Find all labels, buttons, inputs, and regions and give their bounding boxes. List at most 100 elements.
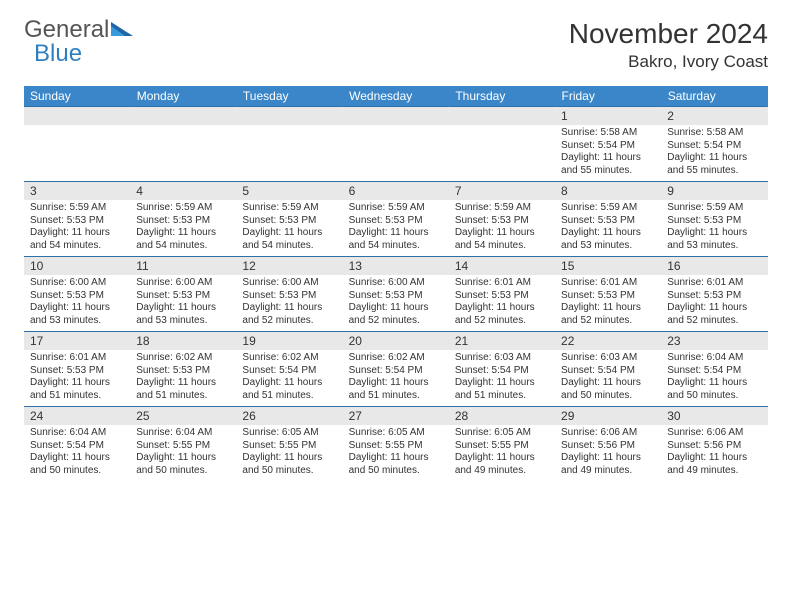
day-number — [449, 107, 555, 125]
sunset-text: Sunset: 5:54 PM — [455, 365, 549, 378]
location-text: Bakro, Ivory Coast — [569, 52, 768, 72]
day-body: Sunrise: 5:59 AMSunset: 5:53 PMDaylight:… — [24, 200, 130, 256]
calendar-cell: 4Sunrise: 5:59 AMSunset: 5:53 PMDaylight… — [130, 182, 236, 257]
sunset-text: Sunset: 5:53 PM — [561, 290, 655, 303]
day-body — [236, 125, 342, 179]
day-body: Sunrise: 6:05 AMSunset: 5:55 PMDaylight:… — [236, 425, 342, 481]
daylight-text: Daylight: 11 hours and 50 minutes. — [561, 377, 655, 402]
calendar-cell: 10Sunrise: 6:00 AMSunset: 5:53 PMDayligh… — [24, 257, 130, 332]
sunset-text: Sunset: 5:54 PM — [561, 140, 655, 153]
day-body: Sunrise: 6:04 AMSunset: 5:54 PMDaylight:… — [24, 425, 130, 481]
day-number: 4 — [130, 182, 236, 200]
day-number: 30 — [661, 407, 767, 425]
daylight-text: Daylight: 11 hours and 55 minutes. — [561, 152, 655, 177]
sunrise-text: Sunrise: 6:04 AM — [30, 427, 124, 440]
day-body: Sunrise: 5:59 AMSunset: 5:53 PMDaylight:… — [236, 200, 342, 256]
calendar-cell: 30Sunrise: 6:06 AMSunset: 5:56 PMDayligh… — [661, 407, 767, 482]
sunrise-text: Sunrise: 6:00 AM — [136, 277, 230, 290]
day-number: 19 — [236, 332, 342, 350]
day-body — [24, 125, 130, 179]
calendar-cell: 23Sunrise: 6:04 AMSunset: 5:54 PMDayligh… — [661, 332, 767, 407]
calendar-table: Sunday Monday Tuesday Wednesday Thursday… — [24, 86, 768, 481]
day-body: Sunrise: 6:01 AMSunset: 5:53 PMDaylight:… — [449, 275, 555, 331]
sunrise-text: Sunrise: 6:05 AM — [455, 427, 549, 440]
sunset-text: Sunset: 5:55 PM — [455, 440, 549, 453]
sunrise-text: Sunrise: 6:02 AM — [136, 352, 230, 365]
daylight-text: Daylight: 11 hours and 51 minutes. — [349, 377, 443, 402]
daylight-text: Daylight: 11 hours and 50 minutes. — [667, 377, 761, 402]
day-body: Sunrise: 6:02 AMSunset: 5:53 PMDaylight:… — [130, 350, 236, 406]
calendar-cell: 3Sunrise: 5:59 AMSunset: 5:53 PMDaylight… — [24, 182, 130, 257]
calendar-cell: 2Sunrise: 5:58 AMSunset: 5:54 PMDaylight… — [661, 107, 767, 182]
calendar-cell: 15Sunrise: 6:01 AMSunset: 5:53 PMDayligh… — [555, 257, 661, 332]
calendar-cell: 16Sunrise: 6:01 AMSunset: 5:53 PMDayligh… — [661, 257, 767, 332]
daylight-text: Daylight: 11 hours and 54 minutes. — [455, 227, 549, 252]
day-number: 12 — [236, 257, 342, 275]
logo: General Blue — [24, 18, 135, 66]
sunrise-text: Sunrise: 6:04 AM — [136, 427, 230, 440]
daylight-text: Daylight: 11 hours and 54 minutes. — [136, 227, 230, 252]
day-number: 27 — [343, 407, 449, 425]
daylight-text: Daylight: 11 hours and 53 minutes. — [30, 302, 124, 327]
calendar-cell: 12Sunrise: 6:00 AMSunset: 5:53 PMDayligh… — [236, 257, 342, 332]
calendar-cell: 24Sunrise: 6:04 AMSunset: 5:54 PMDayligh… — [24, 407, 130, 482]
day-number: 14 — [449, 257, 555, 275]
sunset-text: Sunset: 5:53 PM — [349, 290, 443, 303]
sunrise-text: Sunrise: 6:02 AM — [242, 352, 336, 365]
sunset-text: Sunset: 5:53 PM — [136, 215, 230, 228]
calendar-cell: 8Sunrise: 5:59 AMSunset: 5:53 PMDaylight… — [555, 182, 661, 257]
daylight-text: Daylight: 11 hours and 53 minutes. — [561, 227, 655, 252]
day-number: 29 — [555, 407, 661, 425]
sunrise-text: Sunrise: 6:05 AM — [349, 427, 443, 440]
day-number: 20 — [343, 332, 449, 350]
sunrise-text: Sunrise: 6:04 AM — [667, 352, 761, 365]
sunrise-text: Sunrise: 5:59 AM — [561, 202, 655, 215]
sunrise-text: Sunrise: 6:01 AM — [30, 352, 124, 365]
calendar-head: Sunday Monday Tuesday Wednesday Thursday… — [24, 86, 768, 107]
day-body: Sunrise: 6:00 AMSunset: 5:53 PMDaylight:… — [236, 275, 342, 331]
daylight-text: Daylight: 11 hours and 52 minutes. — [349, 302, 443, 327]
daylight-text: Daylight: 11 hours and 54 minutes. — [349, 227, 443, 252]
daylight-text: Daylight: 11 hours and 55 minutes. — [667, 152, 761, 177]
sunset-text: Sunset: 5:55 PM — [242, 440, 336, 453]
daylight-text: Daylight: 11 hours and 49 minutes. — [667, 452, 761, 477]
sunset-text: Sunset: 5:54 PM — [242, 365, 336, 378]
calendar-row: 1Sunrise: 5:58 AMSunset: 5:54 PMDaylight… — [24, 107, 768, 182]
day-number: 24 — [24, 407, 130, 425]
calendar-cell: 26Sunrise: 6:05 AMSunset: 5:55 PMDayligh… — [236, 407, 342, 482]
sunset-text: Sunset: 5:54 PM — [667, 140, 761, 153]
header: General Blue November 2024 Bakro, Ivory … — [24, 18, 768, 72]
daylight-text: Daylight: 11 hours and 51 minutes. — [242, 377, 336, 402]
daylight-text: Daylight: 11 hours and 49 minutes. — [455, 452, 549, 477]
sunrise-text: Sunrise: 5:59 AM — [242, 202, 336, 215]
calendar-cell: 25Sunrise: 6:04 AMSunset: 5:55 PMDayligh… — [130, 407, 236, 482]
day-body: Sunrise: 5:59 AMSunset: 5:53 PMDaylight:… — [555, 200, 661, 256]
daylight-text: Daylight: 11 hours and 51 minutes. — [30, 377, 124, 402]
sunset-text: Sunset: 5:53 PM — [242, 290, 336, 303]
sunrise-text: Sunrise: 5:59 AM — [136, 202, 230, 215]
daylight-text: Daylight: 11 hours and 51 minutes. — [455, 377, 549, 402]
sunrise-text: Sunrise: 6:01 AM — [667, 277, 761, 290]
day-body: Sunrise: 6:06 AMSunset: 5:56 PMDaylight:… — [661, 425, 767, 481]
daylight-text: Daylight: 11 hours and 49 minutes. — [561, 452, 655, 477]
day-number: 7 — [449, 182, 555, 200]
daylight-text: Daylight: 11 hours and 52 minutes. — [242, 302, 336, 327]
day-body: Sunrise: 6:06 AMSunset: 5:56 PMDaylight:… — [555, 425, 661, 481]
daylight-text: Daylight: 11 hours and 50 minutes. — [30, 452, 124, 477]
day-body: Sunrise: 6:01 AMSunset: 5:53 PMDaylight:… — [555, 275, 661, 331]
day-number: 5 — [236, 182, 342, 200]
sunrise-text: Sunrise: 6:01 AM — [561, 277, 655, 290]
day-body: Sunrise: 5:58 AMSunset: 5:54 PMDaylight:… — [661, 125, 767, 181]
day-body: Sunrise: 5:59 AMSunset: 5:53 PMDaylight:… — [661, 200, 767, 256]
sunset-text: Sunset: 5:54 PM — [30, 440, 124, 453]
sunrise-text: Sunrise: 6:00 AM — [30, 277, 124, 290]
calendar-cell: 18Sunrise: 6:02 AMSunset: 5:53 PMDayligh… — [130, 332, 236, 407]
calendar-cell — [24, 107, 130, 182]
calendar-cell — [343, 107, 449, 182]
day-body: Sunrise: 5:59 AMSunset: 5:53 PMDaylight:… — [130, 200, 236, 256]
sunset-text: Sunset: 5:55 PM — [136, 440, 230, 453]
logo-word1: General — [24, 18, 109, 42]
day-number: 23 — [661, 332, 767, 350]
sunrise-text: Sunrise: 5:59 AM — [30, 202, 124, 215]
calendar-cell: 13Sunrise: 6:00 AMSunset: 5:53 PMDayligh… — [343, 257, 449, 332]
